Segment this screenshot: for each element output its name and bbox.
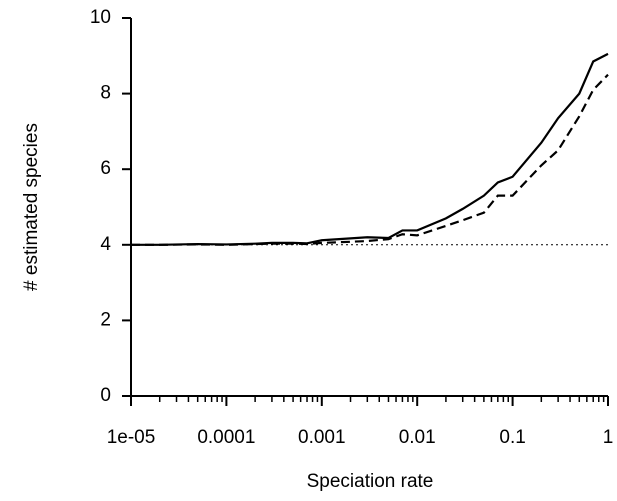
y-tick-label: 0: [100, 385, 111, 406]
x-tick-label: 0.1: [499, 427, 525, 448]
x-tick-label: 0.01: [399, 427, 436, 448]
x-tick-label: 0.001: [298, 427, 346, 448]
x-tick-label: 1: [603, 427, 614, 448]
y-tick-label: 10: [90, 7, 111, 28]
x-tick-label: 0.0001: [197, 427, 255, 448]
x-tick-label: 1e-05: [107, 427, 156, 448]
y-tick-label: 2: [100, 309, 111, 330]
y-tick-label: 4: [100, 234, 111, 255]
x-axis-label: Speciation rate: [307, 471, 434, 492]
data-line: [131, 52, 609, 246]
y-axis-label: # estimated species: [21, 123, 42, 291]
data-line: [131, 73, 609, 246]
y-tick-label: 6: [100, 158, 111, 179]
y-tick-label: 8: [100, 83, 111, 104]
